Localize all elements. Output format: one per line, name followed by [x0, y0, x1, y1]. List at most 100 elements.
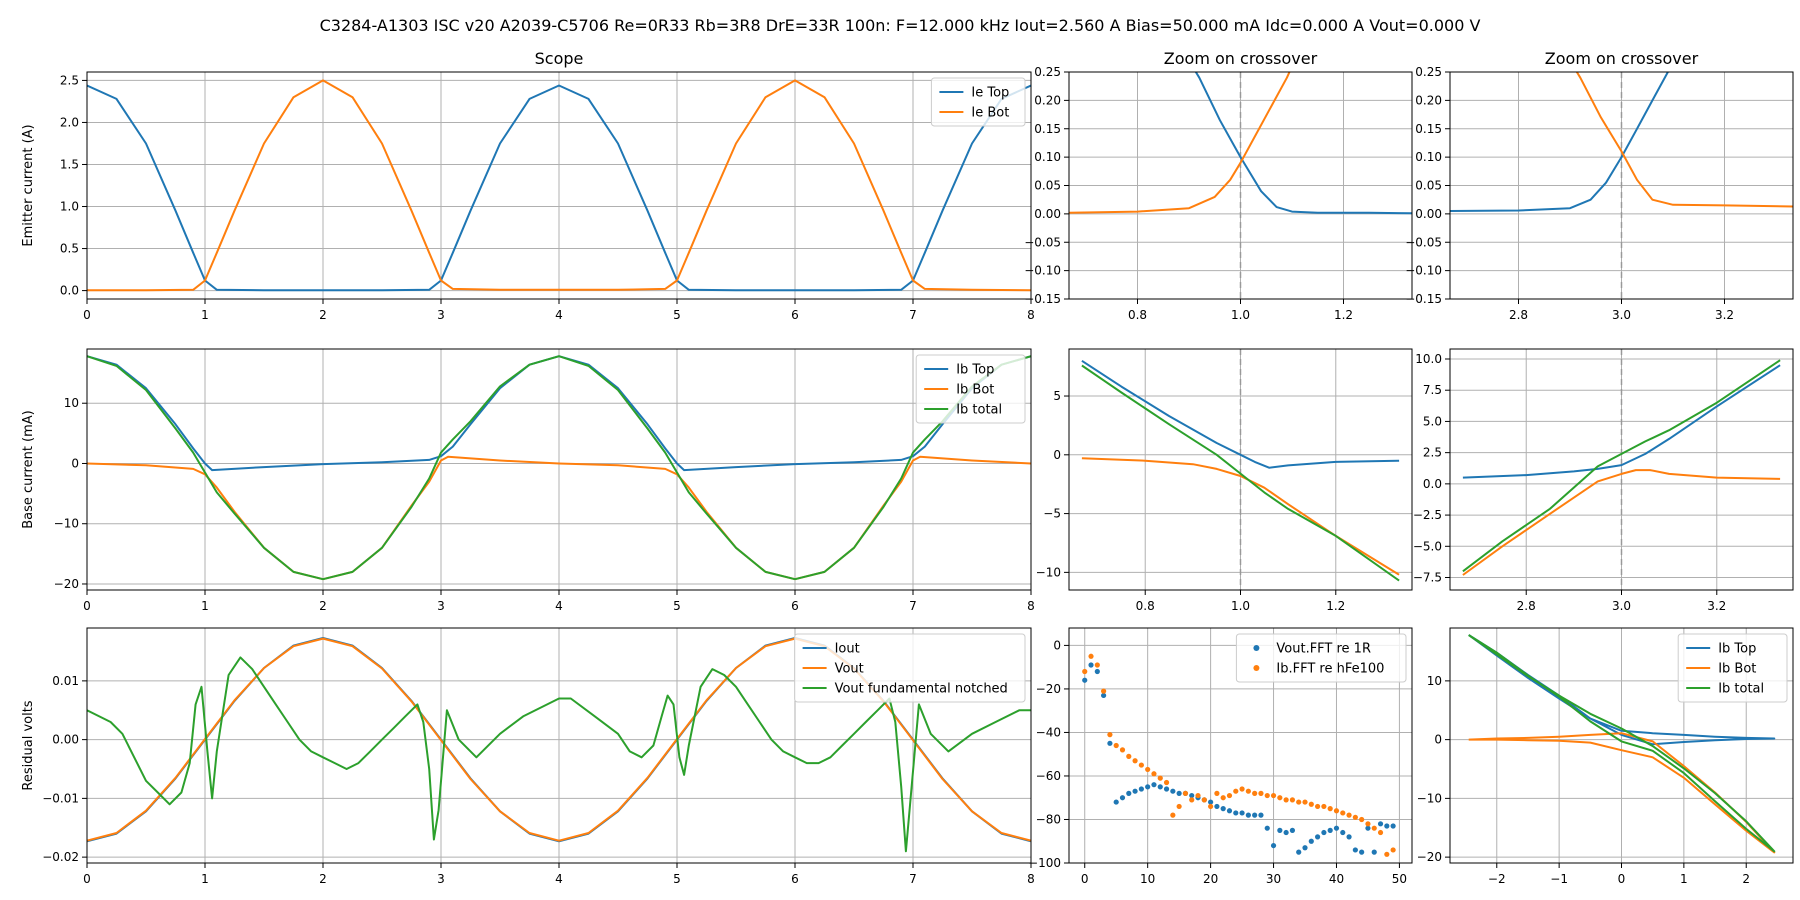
y-tick-label: −0.10	[1024, 264, 1061, 278]
data-point	[1258, 812, 1264, 818]
y-tick-label: −0.01	[42, 791, 79, 805]
y-tick-label: −0.10	[1405, 264, 1442, 278]
y-tick-label: 2.5	[1423, 446, 1442, 460]
x-tick-label: 3	[437, 308, 445, 322]
x-tick-label: 3.0	[1612, 308, 1631, 322]
legend-box	[794, 633, 1026, 703]
data-point	[1082, 677, 1088, 683]
data-point	[1151, 782, 1157, 788]
data-point	[1157, 775, 1163, 781]
y-tick-label: −20	[54, 577, 79, 591]
x-tick-label: 0	[1618, 872, 1626, 886]
x-tick-label: 50	[1392, 872, 1407, 886]
legend-label: Vout fundamental notched	[835, 682, 1008, 697]
y-tick-label: 2.0	[60, 115, 79, 129]
y-tick-label: −10	[1417, 791, 1442, 805]
data-point	[1296, 849, 1302, 855]
legend-swatch	[1253, 645, 1260, 651]
data-point	[1277, 827, 1283, 833]
data-point	[1214, 790, 1220, 796]
x-tick-label: 0.8	[1128, 308, 1147, 322]
data-point	[1113, 742, 1119, 749]
x-tick-label: 1	[201, 599, 209, 613]
x-tick-label: 5	[673, 599, 681, 613]
data-point	[1170, 812, 1176, 818]
data-point	[1245, 788, 1251, 794]
x-tick-label: 30	[1266, 872, 1281, 886]
data-point	[1208, 799, 1214, 805]
data-point	[1163, 786, 1170, 792]
data-point	[1289, 797, 1296, 803]
data-point	[1170, 788, 1176, 794]
chart-zoom_ie_3: 2.8 3.0 3.2 −0.15 −0.10 −0.05 0.00 0.05 0.10 0.15…	[1405, 49, 1794, 322]
y-tick-label: 2.5	[60, 73, 79, 87]
x-tick-label: 1	[201, 308, 209, 322]
data-point	[1157, 784, 1163, 790]
x-tick-label: 2	[1742, 872, 1750, 886]
series-line-0	[1081, 359, 1400, 469]
series-line-0	[1194, 72, 1412, 215]
data-point	[1189, 792, 1195, 799]
y-tick-label: 0.0	[1423, 477, 1442, 491]
data-point	[1340, 829, 1346, 836]
series-line-0	[1450, 72, 1670, 212]
data-point	[1283, 829, 1289, 836]
data-point	[1384, 823, 1390, 829]
data-point	[1094, 662, 1100, 668]
y-tick-label: 0.10	[1034, 150, 1061, 164]
series-line-0	[1462, 364, 1781, 479]
legend-box	[915, 354, 1026, 424]
series-line-1	[1575, 72, 1793, 208]
legend-label: Ie Top	[971, 86, 1009, 101]
data-point	[1252, 812, 1258, 818]
x-tick-label: 5	[673, 308, 681, 322]
x-tick-label: 7	[909, 599, 917, 613]
data-point	[1371, 849, 1377, 855]
y-tick-label: 0	[1053, 448, 1061, 462]
data-point	[1258, 790, 1264, 796]
data-point	[1270, 792, 1277, 799]
series-line-2	[1468, 634, 1776, 853]
data-point	[1239, 810, 1245, 816]
legend: Ib Top Ib Bot Ib total	[915, 354, 1026, 424]
series-line-1	[1069, 72, 1291, 214]
x-tick-label: 2	[319, 872, 327, 886]
chart-scope_ib: 0 1 2 3 4 5 6 7 8 −20 −10 0 10 Base current (mA) Ib To…	[21, 348, 1035, 613]
y-tick-label: −10	[1036, 565, 1061, 579]
y-tick-label: −40	[1036, 725, 1061, 739]
y-tick-label: −100	[1028, 856, 1061, 870]
legend: Vout.FFT re 1R Ib.FFT re hFe100	[1235, 633, 1407, 683]
series-line-2	[1462, 359, 1781, 573]
x-tick-label: 0	[1081, 872, 1089, 886]
x-tick-label: 6	[791, 599, 799, 613]
data-point	[1352, 814, 1358, 820]
x-tick-label: 3	[437, 599, 445, 613]
x-tick-label: 8	[1027, 872, 1035, 886]
data-point	[1333, 825, 1340, 831]
data-point	[1220, 806, 1226, 812]
data-point	[1289, 827, 1296, 833]
legend-label: Ib total	[1718, 682, 1764, 697]
data-point	[1101, 688, 1107, 694]
x-tick-label: 7	[909, 872, 917, 886]
data-point	[1314, 803, 1321, 810]
x-tick-label: 1.0	[1231, 599, 1250, 613]
y-tick-label: 7.5	[1423, 383, 1442, 397]
y-axis-label: Residual volts	[21, 700, 36, 790]
data-point	[1233, 788, 1239, 794]
data-point	[1126, 753, 1132, 759]
data-point	[1377, 821, 1384, 827]
data-point	[1377, 829, 1384, 836]
data-point	[1208, 803, 1214, 810]
y-tick-label: 0	[1434, 733, 1442, 747]
data-point	[1132, 788, 1138, 794]
data-point	[1107, 740, 1113, 746]
chart-title: Scope	[535, 49, 584, 68]
x-tick-label: 6	[791, 872, 799, 886]
y-tick-label: −20	[1036, 682, 1061, 696]
x-tick-label: 1	[1680, 872, 1688, 886]
data-point	[1359, 816, 1365, 823]
data-point	[1340, 810, 1346, 816]
